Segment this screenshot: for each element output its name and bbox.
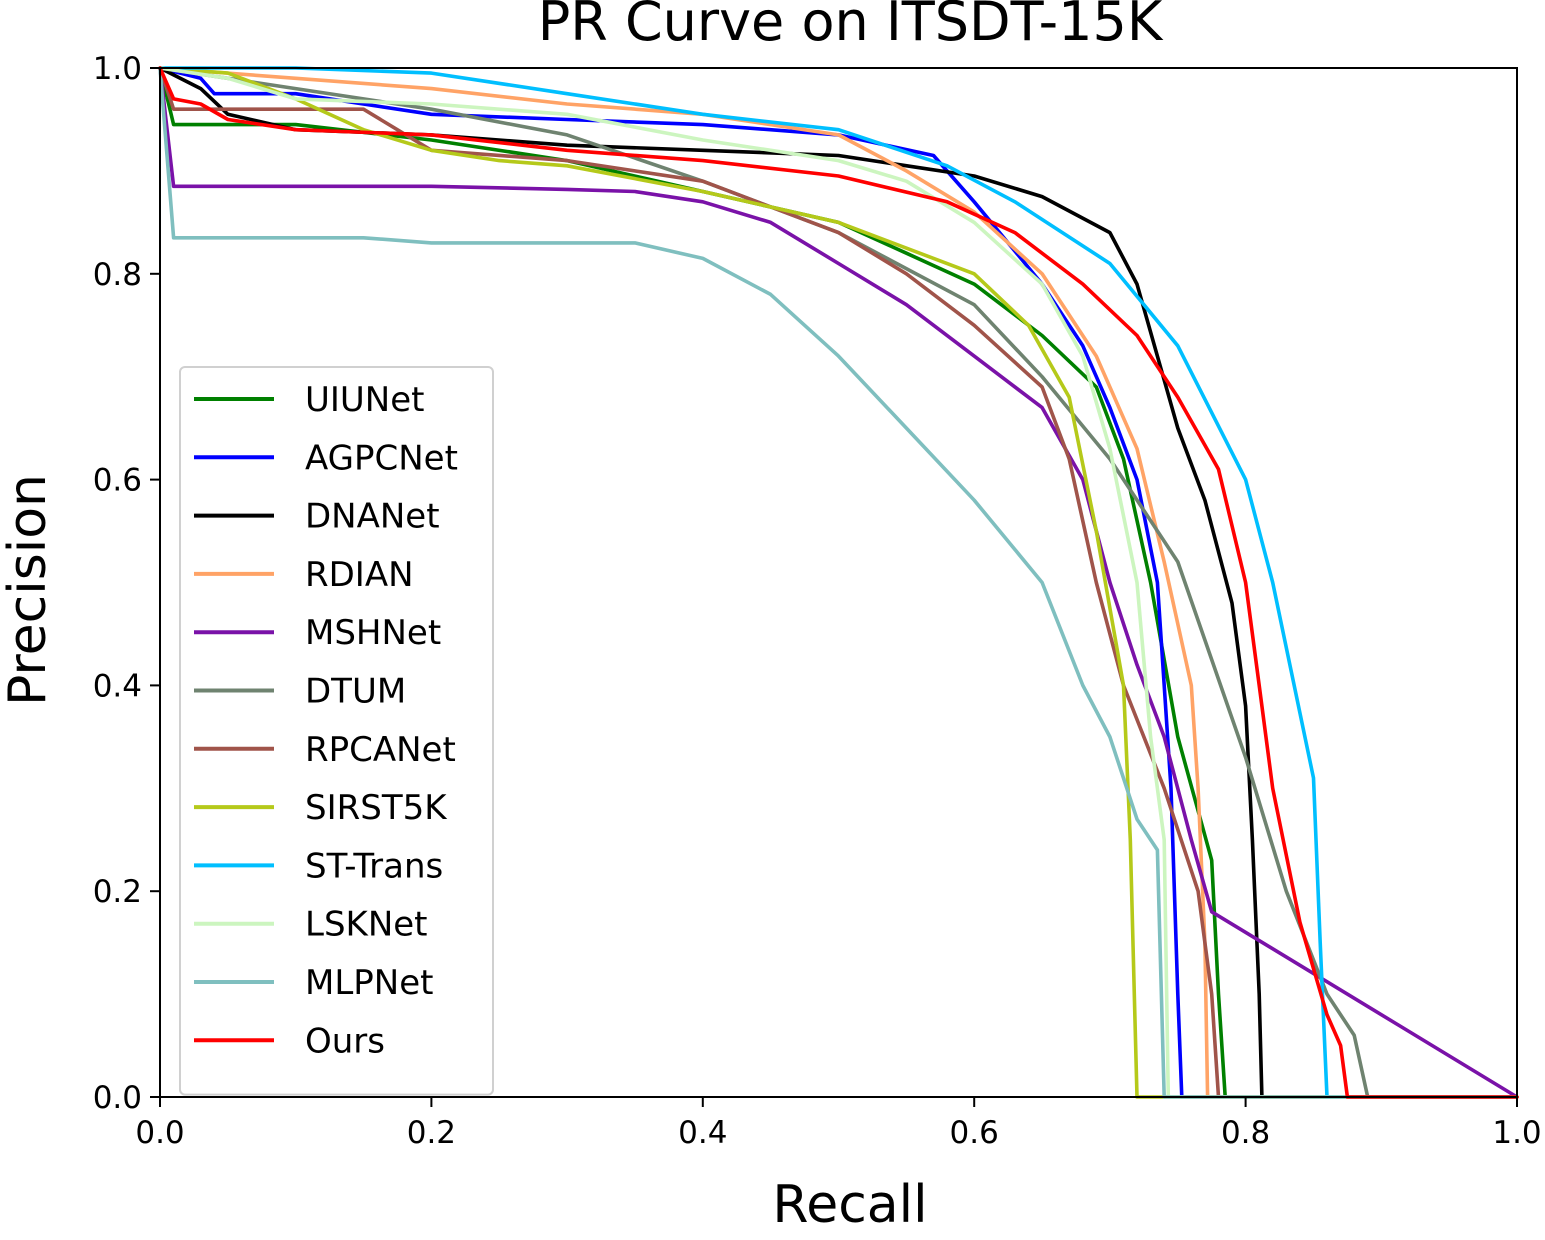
y-tick-label: 1.0 <box>93 51 142 87</box>
series-line-mlpnet <box>158 66 1519 1099</box>
series-line-agpcnet <box>158 66 1519 1099</box>
series-line-lsknet <box>158 66 1519 1099</box>
x-tick-label: 0.0 <box>135 1115 184 1151</box>
legend-label: LSKNet <box>305 905 428 945</box>
legend-label: MSHNet <box>305 613 441 653</box>
legend-label: ST-Trans <box>305 846 443 886</box>
legend-label: MLPNet <box>305 963 433 1003</box>
x-tick-label: 0.6 <box>950 1115 999 1151</box>
y-tick-label: 0.2 <box>93 874 142 910</box>
x-tick-label: 0.8 <box>1221 1115 1270 1151</box>
x-axis-label: Recall <box>772 1175 927 1235</box>
axes: 0.0 0.2 0.4 0.6 0.8 1.0 0.0 0.2 0.4 0.6 0.8 1.0 <box>93 51 1542 1151</box>
legend: UIUNet AGPCNet DNANet RDIAN MSHNet DTUM RPCANe… <box>179 366 494 1096</box>
legend-label: AGPCNet <box>305 438 458 478</box>
series-line-mshnet <box>158 66 1519 1099</box>
legend-label: RPCANet <box>305 730 456 770</box>
chart-title: PR Curve on ITSDT-15K <box>538 0 1164 53</box>
legend-label: DNANet <box>305 497 440 537</box>
series-line-ours <box>158 66 1519 1099</box>
y-tick-label: 0.6 <box>93 463 142 499</box>
series-line-rpcanet <box>158 66 1519 1099</box>
plot-frame <box>159 67 1518 1098</box>
legend-label: RDIAN <box>305 555 414 595</box>
legend-box <box>179 366 494 1096</box>
legend-label: SIRST5K <box>305 788 448 828</box>
x-tick-label: 0.2 <box>407 1115 456 1151</box>
y-axis-label: Precision <box>0 474 58 706</box>
y-tick-label: 0.0 <box>93 1080 142 1116</box>
legend-label: DTUM <box>305 672 406 712</box>
y-tick-label: 0.8 <box>93 257 142 293</box>
legend-label: Ours <box>305 1021 385 1061</box>
series-line-sirst5k <box>158 66 1519 1099</box>
series-line-st-trans <box>158 66 1519 1099</box>
series-line-rdian <box>158 66 1519 1099</box>
plot-area <box>158 66 1519 1099</box>
x-tick-label: 1.0 <box>1492 1115 1541 1151</box>
x-tick-label: 0.4 <box>678 1115 727 1151</box>
legend-label: UIUNet <box>305 380 424 420</box>
y-tick-label: 0.4 <box>93 668 142 704</box>
